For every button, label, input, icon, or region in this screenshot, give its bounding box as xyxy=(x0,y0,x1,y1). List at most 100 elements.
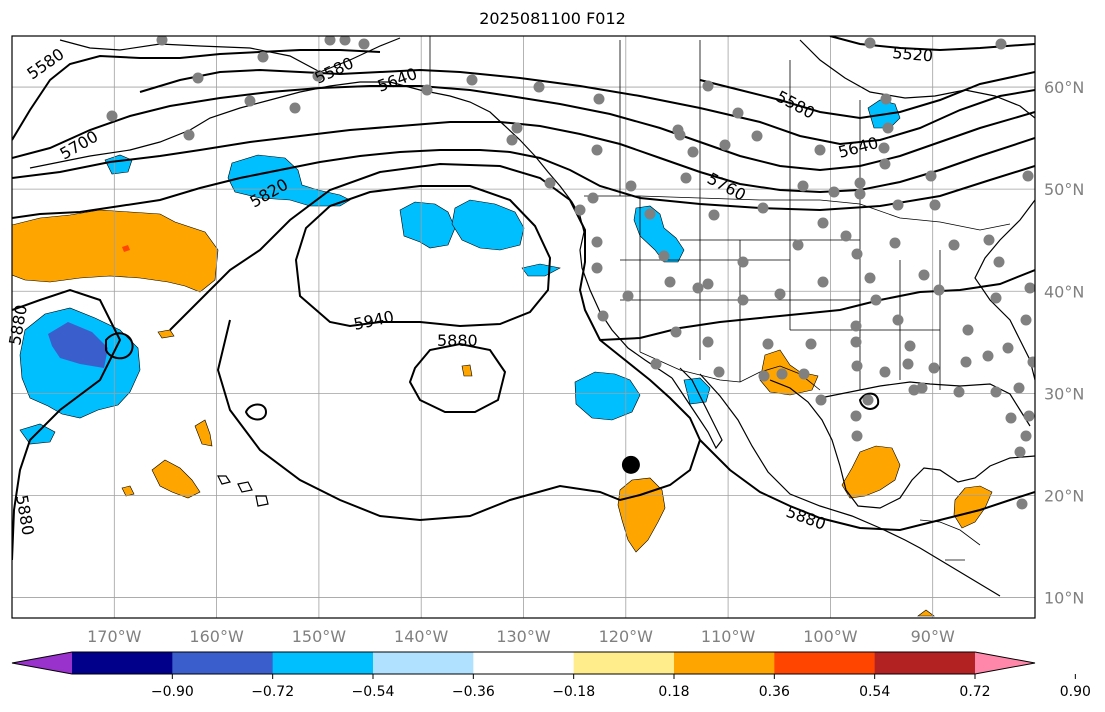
station-dot xyxy=(953,386,965,398)
contour-5880-east xyxy=(169,162,702,522)
station-dot xyxy=(814,144,826,156)
station-dot xyxy=(587,192,599,204)
station-dot xyxy=(644,208,656,220)
station-dot xyxy=(658,250,670,262)
station-dot xyxy=(650,358,662,370)
colorbar-tick-label: −0.72 xyxy=(251,684,294,700)
station-dot xyxy=(892,314,904,326)
orange-fill-west xyxy=(12,209,219,293)
station-dot xyxy=(850,410,862,422)
station-dot xyxy=(737,256,749,268)
station-dot xyxy=(929,199,941,211)
gridlines xyxy=(12,36,1035,618)
station-dot xyxy=(574,204,586,216)
station-dot xyxy=(1002,342,1014,354)
contour-small-1 xyxy=(105,332,134,360)
coastlines xyxy=(29,37,1035,597)
contour-label: 5640 xyxy=(836,133,880,162)
contour-small-3 xyxy=(858,392,880,410)
alaska-coast xyxy=(29,81,506,169)
central-america-borders xyxy=(919,519,981,561)
station-dot xyxy=(664,276,676,288)
station-dot xyxy=(815,394,827,406)
station-dot xyxy=(544,177,556,189)
contour-label-group: 5580 5580 5640 5520 5580 5640 5700 5760 … xyxy=(5,43,934,537)
station-dot xyxy=(1020,430,1032,442)
station-dot xyxy=(692,282,704,294)
contour-5580-east xyxy=(699,71,1035,120)
contour-label: 5580 xyxy=(23,44,67,83)
colorbar-swatch xyxy=(272,652,374,674)
station-dot xyxy=(506,134,518,146)
station-dot xyxy=(879,158,891,170)
contour-5640 xyxy=(139,68,1035,146)
blue-fill-rockies xyxy=(633,205,685,263)
blue-fill-central-2 xyxy=(451,199,525,251)
station-dot xyxy=(312,70,324,82)
station-dot xyxy=(851,430,863,442)
orange-fill-small-3 xyxy=(917,609,935,617)
contour-label: 5580 xyxy=(773,87,818,123)
station-dot xyxy=(757,202,769,214)
station-dot xyxy=(840,230,852,242)
colorbar-swatch xyxy=(473,652,575,674)
colorbar-swatch xyxy=(172,652,274,674)
station-dot xyxy=(1014,446,1026,458)
station-dot xyxy=(713,366,725,378)
dark-blue-fill-west xyxy=(48,322,108,368)
station-dot xyxy=(982,350,994,362)
station-dot xyxy=(732,107,744,119)
station-dot xyxy=(817,276,829,288)
contour-label: 5940 xyxy=(352,307,396,334)
contour-5880-inner xyxy=(408,342,507,413)
blue-fill-central-1 xyxy=(399,201,456,249)
station-dot xyxy=(792,239,804,251)
station-dot xyxy=(680,172,692,184)
map-frame xyxy=(11,35,1036,619)
station-dot xyxy=(880,93,892,105)
longitude-labels: 170°W 160°W 150°W 140°W 130°W 120°W 110°W 100°W… xyxy=(87,627,955,646)
contour-5940 xyxy=(294,185,552,328)
station-dot xyxy=(1024,282,1035,294)
colorbar-tick-label: 0.72 xyxy=(959,684,990,700)
station-dot xyxy=(962,324,974,336)
station-dot xyxy=(774,288,786,300)
colorbar-swatch xyxy=(373,652,474,674)
lat-tick-label: 20°N xyxy=(1044,486,1084,505)
map-content xyxy=(12,36,1035,618)
station-dot xyxy=(625,180,637,192)
colorbar-tick-label: −0.54 xyxy=(352,684,395,700)
colorbar-swatch xyxy=(674,652,775,674)
colorbar-swatch xyxy=(774,652,876,674)
station-dot xyxy=(993,256,1005,268)
orange-fill-hawaii-2 xyxy=(194,419,213,447)
height-contours xyxy=(12,36,1035,561)
contour-5760 xyxy=(12,121,1035,194)
blue-fill-baja xyxy=(574,371,641,421)
contour-label: 5640 xyxy=(375,64,420,96)
hawaii-2 xyxy=(237,481,253,493)
colorbar-tick-label: 0.54 xyxy=(859,684,890,700)
hawaii-3 xyxy=(255,495,269,507)
colorbar-swatch xyxy=(573,652,675,674)
station-dot xyxy=(533,81,545,93)
station-dot xyxy=(702,80,714,92)
station-dot xyxy=(960,356,972,368)
us-mexico-border xyxy=(639,351,821,391)
lon-tick-label: 110°W xyxy=(701,627,756,646)
station-dot xyxy=(687,146,699,158)
station-dot xyxy=(1005,412,1017,424)
station-dot xyxy=(864,272,876,284)
station-dot xyxy=(156,36,168,46)
colorbar-tick-label: 0.36 xyxy=(759,684,790,700)
station-dot xyxy=(948,239,960,251)
contour-label: 5580 xyxy=(312,53,357,87)
station-dot xyxy=(106,110,118,122)
station-dot xyxy=(762,338,774,350)
gulf-coast-north xyxy=(819,381,1031,427)
hawaii-1 xyxy=(217,475,231,485)
shaded-regions xyxy=(12,99,993,617)
station-dot xyxy=(851,248,863,260)
station-dot xyxy=(591,236,603,248)
station-dot xyxy=(702,278,714,290)
